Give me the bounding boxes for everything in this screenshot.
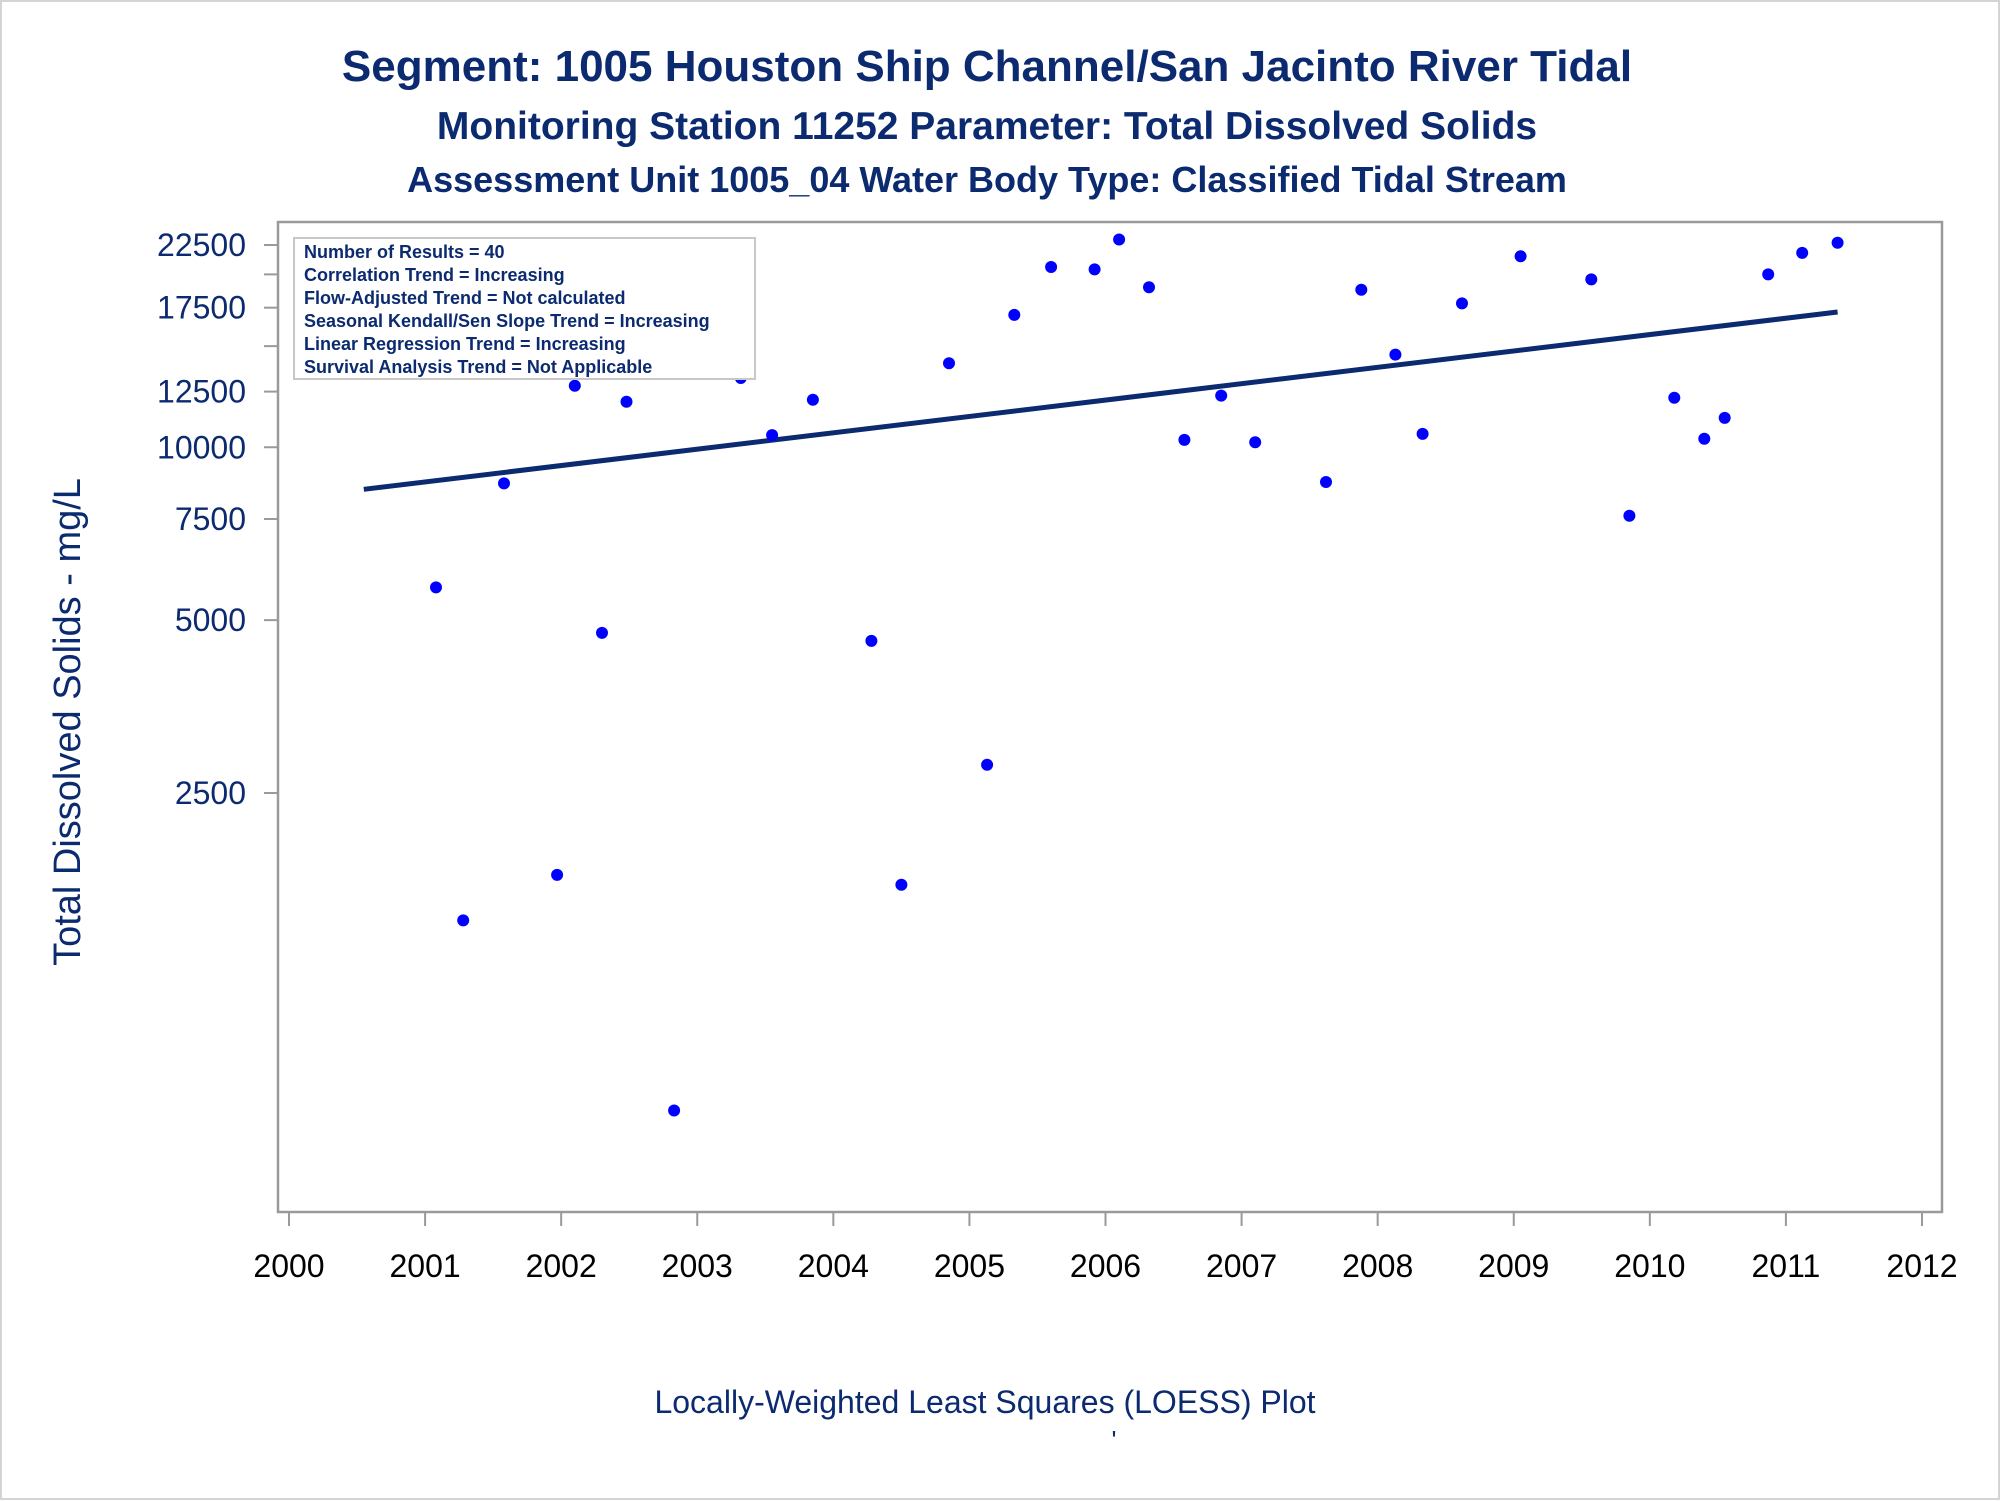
- data-point: [981, 758, 994, 771]
- note-correlation-trend: Correlation Trend = Increasing: [304, 265, 565, 285]
- data-point: [1585, 273, 1598, 286]
- data-point: [1762, 268, 1775, 281]
- x-tick-label: 2003: [662, 1248, 733, 1284]
- chart-footnote: Locally-Weighted Least Squares (LOESS) P…: [654, 1384, 1315, 1420]
- data-point: [1355, 283, 1368, 296]
- y-tick-label: 5000: [175, 602, 246, 638]
- y-tick-label: 22500: [157, 227, 246, 263]
- data-point: [1008, 308, 1021, 321]
- data-point: [1796, 246, 1809, 259]
- x-tick-label: 2010: [1614, 1248, 1685, 1284]
- y-tick-label: 2500: [175, 775, 246, 811]
- x-tick-label: 2001: [389, 1248, 460, 1284]
- data-point: [1088, 263, 1101, 276]
- y-tick-label: 7500: [175, 501, 246, 537]
- data-point: [1718, 411, 1731, 424]
- note-linear-regression-trend: Linear Regression Trend = Increasing: [304, 334, 626, 354]
- trend-summary-border: [293, 237, 756, 380]
- x-axis: 2000 2001 2002 2003 2004 2005 2006 2007 2008 2009…: [253, 1212, 1958, 1284]
- data-point: [1113, 233, 1126, 246]
- x-tick-label: 2011: [1752, 1248, 1821, 1284]
- data-point: [1389, 348, 1402, 361]
- chart-footnote-mark: ': [1112, 1425, 1117, 1455]
- data-point: [766, 429, 779, 442]
- data-point: [806, 393, 819, 406]
- data-point: [1456, 297, 1468, 310]
- data-point: [1320, 476, 1332, 488]
- x-tick-label: 2007: [1206, 1248, 1277, 1284]
- trend-line-group: [363, 309, 1838, 492]
- y-axis-label: Total Dissolved Solids - mg/L: [47, 478, 89, 966]
- data-point: [568, 379, 581, 392]
- trend-summary-box: Number of Results = 40 Correlation Trend…: [293, 237, 756, 380]
- data-point: [1416, 427, 1429, 440]
- note-number-of-results: Number of Results = 40: [304, 242, 505, 262]
- y-tick-label: 12500: [157, 374, 246, 410]
- data-point: [551, 868, 564, 881]
- note-flow-adjusted-trend: Flow-Adjusted Trend = Not calculated: [304, 288, 626, 308]
- data-point: [1178, 433, 1191, 446]
- data-point: [1831, 236, 1844, 249]
- x-tick-label: 2008: [1342, 1248, 1413, 1284]
- note-survival-analysis-trend: Survival Analysis Trend = Not Applicable: [304, 357, 652, 377]
- data-point: [1623, 509, 1636, 522]
- data-point: [1143, 281, 1155, 294]
- chart-subtitle: Monitoring Station 11252 Parameter: Tota…: [437, 105, 1537, 148]
- x-tick-label: 2009: [1478, 1248, 1549, 1284]
- data-point: [1215, 389, 1228, 402]
- x-tick-label: 2005: [934, 1248, 1005, 1284]
- data-point: [457, 914, 470, 927]
- trend-line: [363, 309, 1838, 492]
- y-tick-label: 10000: [157, 429, 246, 465]
- x-tick-label: 2004: [798, 1248, 869, 1284]
- x-tick-label: 2006: [1070, 1248, 1141, 1284]
- x-tick-label: 2012: [1886, 1248, 1957, 1284]
- data-point: [1698, 432, 1711, 445]
- note-seasonal-kendall-trend: Seasonal Kendall/Sen Slope Trend = Incre…: [304, 311, 710, 331]
- data-point: [596, 626, 608, 639]
- data-point: [498, 477, 510, 490]
- data-point: [668, 1104, 681, 1117]
- plot-border: [276, 220, 1944, 1214]
- data-point: [620, 395, 633, 408]
- data-point: [1668, 391, 1681, 404]
- data-point: [430, 581, 442, 594]
- data-point: [943, 357, 955, 370]
- data-point: [895, 878, 908, 891]
- data-point: [1514, 250, 1527, 263]
- data-point: [1045, 261, 1058, 273]
- data-point: [865, 634, 878, 647]
- chart-subtitle-2: Assessment Unit 1005_04 Water Body Type:…: [407, 159, 1567, 200]
- x-tick-label: 2002: [526, 1248, 597, 1284]
- y-tick-label: 17500: [157, 290, 246, 326]
- data-point: [1249, 436, 1262, 449]
- y-axis: 2500 5000 7500 10000 12500 17500 22500: [157, 227, 278, 811]
- chart-title: Segment: 1005 Houston Ship Channel/San J…: [342, 42, 1632, 91]
- x-tick-label: 2000: [253, 1248, 324, 1284]
